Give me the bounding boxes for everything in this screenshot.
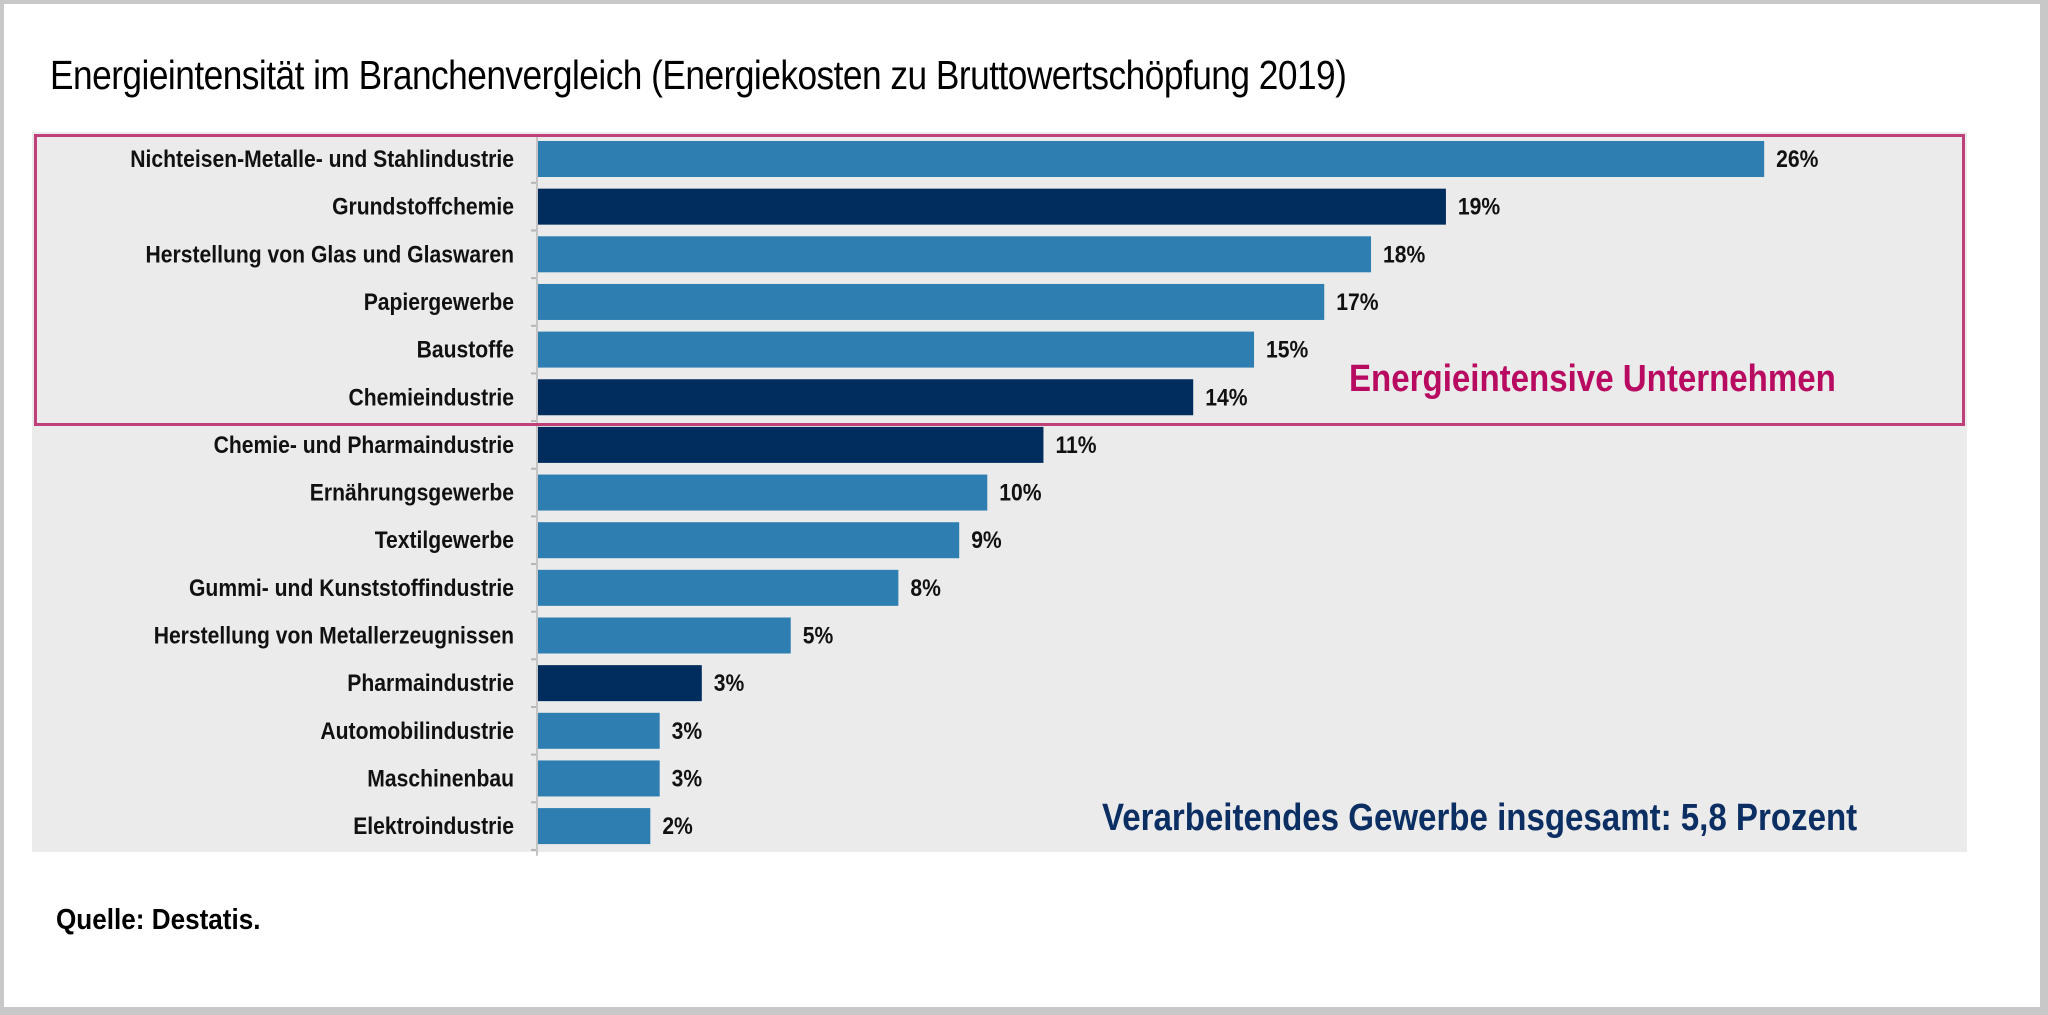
bar-11 bbox=[538, 665, 702, 702]
bar-12 bbox=[538, 712, 660, 749]
category-label-5: Chemieindustrie bbox=[349, 384, 515, 411]
bar-13 bbox=[538, 760, 660, 797]
value-label-11: 3% bbox=[714, 670, 745, 697]
value-label-0: 26% bbox=[1776, 146, 1818, 173]
bar-1 bbox=[538, 188, 1446, 225]
value-label-1: 19% bbox=[1458, 194, 1500, 221]
category-label-9: Gummi- und Kunststoffindustrie bbox=[189, 575, 514, 602]
category-label-4: Baustoffe bbox=[417, 337, 514, 364]
bar-8 bbox=[538, 522, 960, 559]
chart-title: Energieintensität im Branchenvergleich (… bbox=[50, 52, 1347, 98]
category-label-10: Herstellung von Metallerzeugnissen bbox=[154, 623, 514, 650]
category-label-3: Papiergewerbe bbox=[364, 289, 514, 316]
value-label-4: 15% bbox=[1266, 337, 1308, 364]
value-label-6: 11% bbox=[1055, 432, 1096, 459]
bar-9 bbox=[538, 569, 899, 606]
bars-group bbox=[538, 141, 1765, 845]
value-label-10: 5% bbox=[803, 623, 834, 650]
category-label-8: Textilgewerbe bbox=[375, 527, 514, 554]
value-label-13: 3% bbox=[672, 765, 703, 792]
bar-5 bbox=[538, 379, 1194, 416]
category-label-13: Maschinenbau bbox=[367, 765, 514, 792]
category-label-12: Automobilindustrie bbox=[320, 718, 514, 745]
bar-10 bbox=[538, 617, 791, 654]
category-label-14: Elektroindustrie bbox=[353, 813, 514, 840]
value-label-7: 10% bbox=[999, 480, 1041, 507]
value-label-12: 3% bbox=[672, 718, 703, 745]
annotation-manufacturing-total: Verarbeitendes Gewerbe insgesamt: 5,8 Pr… bbox=[1102, 797, 1858, 839]
value-labels-group: 26% 19% 18%17% 15% 14% 11% 10% 9% 8% 5% 3% 3% 3% 2% bbox=[662, 146, 1818, 840]
category-label-0: Nichteisen-Metalle- und Stahlindustrie bbox=[130, 146, 514, 173]
value-label-14: 2% bbox=[662, 813, 693, 840]
value-label-8: 9% bbox=[971, 527, 1002, 554]
category-label-2: Herstellung von Glas und Glaswaren bbox=[146, 241, 515, 268]
value-label-3: 17% bbox=[1336, 289, 1378, 316]
bar-6 bbox=[538, 426, 1044, 463]
bar-14 bbox=[538, 808, 651, 845]
bar-4 bbox=[538, 331, 1255, 368]
value-label-2: 18% bbox=[1383, 241, 1425, 268]
category-label-7: Ernährungsgewerbe bbox=[310, 480, 514, 507]
value-label-9: 8% bbox=[910, 575, 941, 602]
bar-2 bbox=[538, 236, 1372, 273]
value-label-5: 14% bbox=[1205, 384, 1247, 411]
annotation-energy-intensive: Energieintensive Unternehmen bbox=[1349, 358, 1836, 400]
category-labels-group: Nichteisen-Metalle- und Stahlindustrie Gr… bbox=[130, 146, 514, 840]
bar-3 bbox=[538, 283, 1325, 320]
y-axis bbox=[531, 135, 538, 856]
category-label-11: Pharmaindustrie bbox=[347, 670, 514, 697]
category-label-1: Grundstoffchemie bbox=[332, 194, 514, 221]
category-label-6: Chemie- und Pharmaindustrie bbox=[214, 432, 514, 459]
source-note: Quelle: Destatis. bbox=[56, 904, 261, 936]
bar-0 bbox=[538, 141, 1765, 177]
bar-7 bbox=[538, 474, 988, 511]
